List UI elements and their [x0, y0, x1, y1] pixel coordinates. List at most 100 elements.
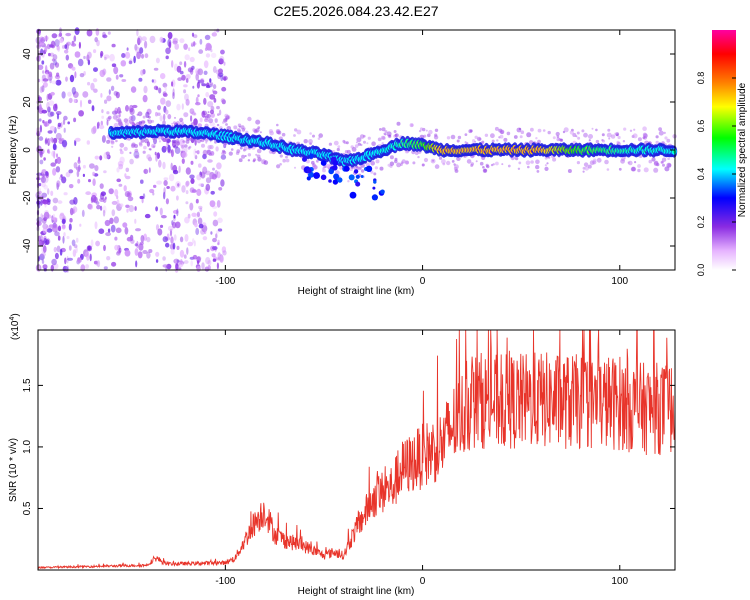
noise-point: [37, 96, 43, 102]
halo-point: [119, 142, 125, 148]
noise-point: [98, 228, 105, 234]
noise-point: [167, 114, 172, 120]
colorbar-tick-label: 0.0: [696, 264, 706, 277]
noise-point: [51, 217, 58, 221]
branch-point: [313, 172, 320, 179]
noise-point: [51, 137, 54, 144]
halo-point: [167, 148, 172, 154]
noise-point: [54, 39, 60, 47]
snr-scale-label: (x104): [9, 313, 21, 340]
halo-point: [183, 112, 189, 118]
noise-point: [174, 147, 181, 154]
branch-point: [306, 176, 311, 181]
noise-point: [106, 77, 112, 82]
halo-point: [384, 130, 388, 134]
noise-point: [46, 93, 49, 102]
halo-point: [637, 168, 641, 173]
halo-point: [377, 137, 382, 142]
noise-point: [137, 251, 143, 259]
noise-point: [183, 89, 187, 94]
noise-point: [56, 156, 62, 164]
noise-point: [58, 32, 63, 37]
noise-point: [93, 88, 98, 93]
halo-point: [379, 127, 382, 131]
halo-point: [412, 161, 416, 165]
noise-point: [157, 105, 161, 111]
noise-point: [107, 31, 111, 35]
noise-point: [99, 155, 103, 161]
noise-point: [165, 100, 172, 107]
halo-point: [441, 159, 446, 164]
noise-point: [181, 185, 186, 193]
halo-point: [370, 161, 376, 166]
noise-point: [212, 66, 217, 73]
noise-point: [124, 173, 127, 178]
halo-point: [556, 135, 560, 139]
noise-point: [82, 164, 86, 169]
noise-point: [213, 28, 217, 37]
noise-point: [59, 248, 63, 256]
noise-point: [190, 160, 194, 165]
halo-point: [651, 157, 656, 162]
noise-point: [37, 64, 44, 71]
noise-point: [101, 115, 105, 120]
halo-point: [517, 167, 521, 170]
noise-point: [47, 119, 52, 124]
halo-point: [587, 164, 592, 169]
noise-point: [183, 84, 188, 88]
halo-point: [129, 116, 134, 120]
noise-point: [72, 249, 77, 257]
noise-point: [129, 107, 135, 115]
halo-point: [583, 162, 589, 167]
noise-point: [207, 264, 211, 271]
halo-point: [184, 144, 188, 148]
halo-point: [491, 139, 495, 143]
noise-point: [75, 237, 79, 243]
halo-point: [355, 141, 358, 144]
snr-y-label: SNR (10 * v/v): [8, 438, 19, 502]
noise-point: [65, 32, 72, 37]
halo-point: [387, 163, 391, 167]
noise-point: [156, 152, 160, 160]
halo-point: [308, 139, 313, 144]
halo-point: [653, 167, 659, 173]
noise-point: [199, 117, 203, 123]
noise-point: [103, 170, 107, 174]
noise-point: [74, 137, 81, 142]
noise-point: [83, 55, 86, 60]
noise-point: [212, 219, 219, 227]
noise-point: [153, 184, 157, 188]
halo-point: [179, 117, 184, 122]
noise-point: [43, 121, 50, 127]
x-tick-label: 0: [420, 576, 426, 587]
noise-point: [118, 183, 123, 187]
spectrogram-y-label: Frequency (Hz): [8, 116, 19, 185]
noise-point: [144, 40, 148, 49]
halo-point: [293, 134, 296, 137]
noise-point: [107, 228, 111, 233]
halo-point: [582, 170, 585, 173]
noise-point: [184, 147, 188, 154]
noise-point: [143, 168, 149, 175]
noise-point: [149, 35, 156, 44]
noise-point: [42, 120, 45, 124]
noise-point: [72, 206, 78, 213]
noise-point: [183, 43, 188, 50]
noise-point: [185, 98, 190, 106]
halo-point: [520, 130, 525, 134]
noise-point: [213, 211, 218, 217]
noise-point: [77, 159, 81, 164]
halo-point: [207, 111, 210, 114]
branch-point: [337, 177, 343, 183]
noise-point: [178, 165, 181, 173]
halo-point: [325, 163, 330, 169]
halo-point: [252, 158, 256, 162]
halo-point: [518, 127, 522, 131]
noise-point: [61, 218, 66, 225]
noise-point: [120, 60, 127, 67]
halo-point: [247, 159, 251, 162]
halo-point: [205, 141, 208, 144]
noise-point: [83, 71, 86, 76]
noise-point: [57, 122, 62, 127]
